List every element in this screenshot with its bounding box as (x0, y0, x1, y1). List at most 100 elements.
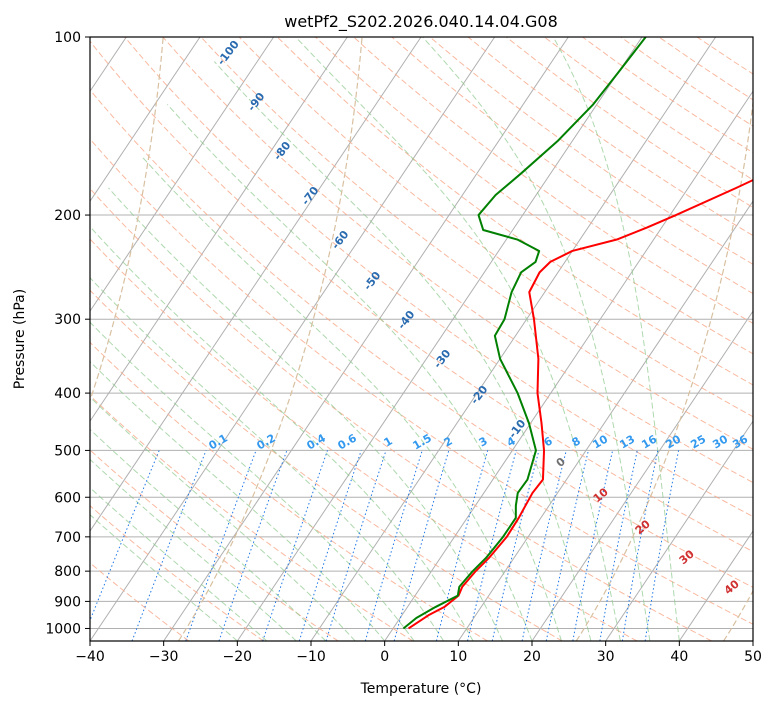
reference-curve (177, 37, 363, 641)
isotherm-line (605, 420, 753, 641)
dry-adiabat-line (90, 187, 712, 641)
x-tick-label: 50 (744, 649, 762, 665)
dry-adiabat-label: -50 (361, 269, 384, 293)
dry-adiabat-line (90, 449, 339, 641)
dry-adiabat-line (90, 562, 190, 641)
dry-adiabat-line (429, 37, 753, 265)
y-tick-label: 1000 (45, 621, 81, 637)
dry-adiabat-line (90, 341, 488, 641)
mixing-ratio-line (393, 450, 450, 641)
x-tick-label: 20 (523, 649, 541, 665)
mixing-ratio-label: 0.2 (255, 431, 278, 452)
y-tick-label: 500 (54, 443, 81, 459)
x-tick-label: 10 (449, 649, 467, 665)
wet-bulb-label: 20 (633, 517, 653, 537)
moist-adiabat-line (142, 157, 533, 641)
moist-adiabat-line (90, 458, 297, 641)
y-tick-label: 700 (54, 530, 81, 546)
mixing-ratio-line (644, 450, 680, 641)
dry-adiabat-label: -30 (431, 347, 454, 371)
isotherm-line (90, 37, 275, 313)
mixing-ratio-line (467, 450, 517, 641)
dry-adiabat-line (90, 40, 753, 553)
moist-adiabat-line (295, 37, 621, 641)
mixing-ratio-line (521, 450, 567, 641)
y-tick-label: 400 (54, 386, 81, 402)
isotherm-line (163, 37, 569, 641)
isotherm-line (752, 640, 753, 641)
mixing-ratio-line (325, 450, 387, 641)
mixing-ratio-line (262, 450, 328, 641)
dry-adiabat-line (353, 37, 753, 324)
x-tick-label: −20 (223, 649, 253, 665)
moist-adiabat-line (90, 487, 268, 641)
y-tick-label: 900 (54, 594, 81, 610)
y-tick-label: 300 (54, 312, 81, 328)
mixing-ratio-line (364, 450, 423, 641)
mixing-ratio-label: 36 (730, 432, 750, 451)
isotherm-line (90, 37, 422, 532)
reference-curve (723, 589, 753, 641)
mixing-ratio-label: 10 (590, 432, 610, 451)
isotherm-line (384, 90, 753, 641)
dry-adiabat-label: -100 (215, 38, 242, 68)
dry-adiabat-line (620, 37, 753, 127)
mixing-ratio-line (298, 450, 362, 641)
mixing-ratio-label: 20 (663, 432, 683, 451)
mixing-ratio-label: 3 (477, 434, 490, 449)
dry-adiabat-label: -70 (299, 184, 322, 208)
dry-adiabat-line (582, 37, 753, 154)
x-tick-label: −10 (296, 649, 326, 665)
dry-adiabat-line (90, 238, 638, 641)
isotherm-line (236, 37, 643, 641)
chart-title: wetPf2_S202.2026.040.14.04.G08 (284, 12, 558, 32)
dry-adiabat-line (90, 289, 563, 641)
mixing-ratio-line (185, 450, 257, 641)
plot-frame (89, 36, 754, 642)
isotherm-line (90, 37, 348, 422)
moist-adiabat-line (90, 360, 386, 641)
isotherm-line (90, 37, 496, 641)
y-tick-label: 800 (54, 564, 81, 580)
dry-adiabat-line (90, 89, 753, 588)
moist-adiabat-line (90, 514, 238, 641)
isotherm-line (678, 530, 753, 641)
mixing-ratio-label: 2 (442, 434, 455, 449)
dry-adiabat-label: -80 (271, 139, 294, 163)
moist-adiabat-line (552, 37, 680, 641)
dry-adiabat-label: -60 (329, 228, 352, 252)
x-tick-label: 30 (597, 649, 615, 665)
x-tick-label: 0 (380, 649, 389, 665)
mixing-ratio-label: 13 (617, 433, 637, 452)
mixing-ratio-label: 0.6 (336, 431, 360, 452)
dry-adiabat-line (658, 37, 753, 101)
dry-adiabat-label: -40 (395, 308, 418, 332)
dry-adiabat-line (276, 37, 753, 386)
moist-adiabat-line (90, 396, 356, 641)
dewpoint-profile-line (402, 37, 647, 630)
x-tick-label: −40 (75, 649, 105, 665)
isotherm-line (90, 37, 201, 203)
reference-curve (90, 37, 164, 403)
temperature-profile-line (407, 178, 753, 630)
dry-adiabat-line (162, 37, 753, 484)
isotherm-line (310, 37, 717, 641)
mixing-ratio-label: 16 (639, 432, 659, 451)
mixing-ratio-label: 0.4 (305, 431, 329, 452)
mixing-ratio-label: 25 (688, 433, 708, 452)
moist-adiabat-line (90, 321, 415, 641)
wet-bulb-label: 30 (677, 547, 697, 567)
dry-adiabat-label: -90 (245, 90, 268, 114)
mixing-ratio-label: 1.5 (411, 431, 434, 452)
mixing-ratio-line (491, 450, 540, 641)
y-tick-label: 100 (54, 30, 81, 46)
mixing-ratio-label: 1 (382, 434, 395, 449)
mixing-ratio-line (90, 450, 160, 622)
moist-adiabat-line (90, 227, 474, 641)
y-axis-label: Pressure (hPa) (12, 289, 28, 389)
mixing-ratio-line (599, 450, 638, 641)
y-tick-label: 200 (54, 208, 81, 224)
mixing-ratio-line (435, 450, 489, 641)
reference-curve (575, 97, 753, 641)
